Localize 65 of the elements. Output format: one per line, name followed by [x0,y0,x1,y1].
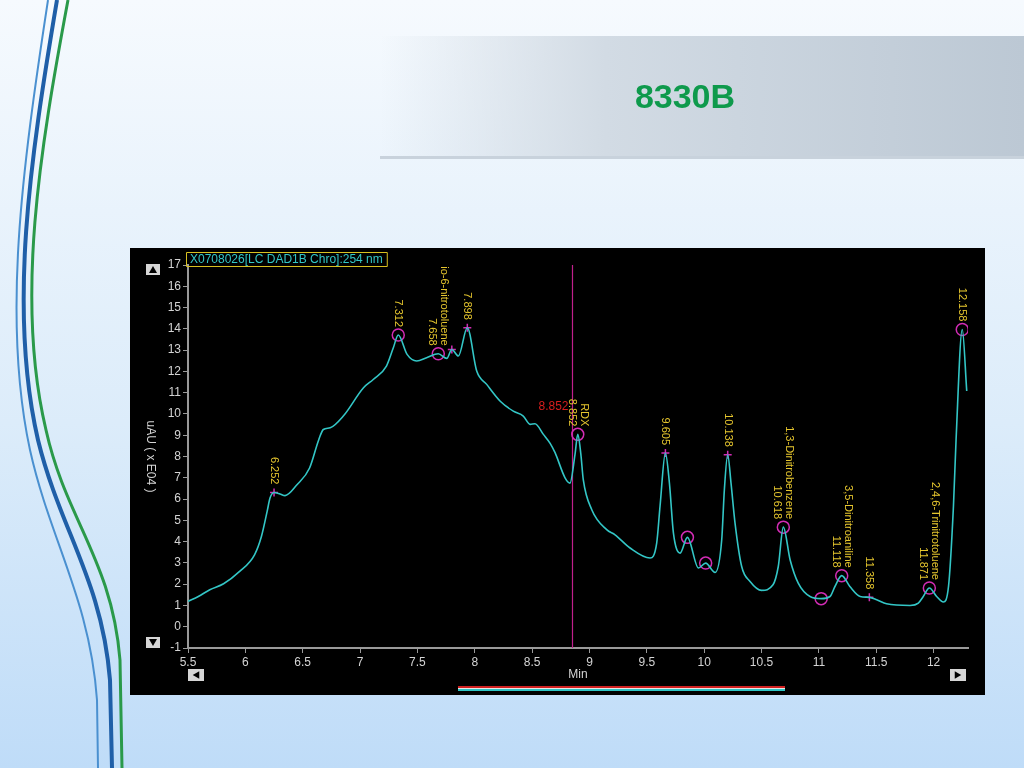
annotation: 1,3-Dinitrobenzene [784,426,797,520]
y-tick-label: 12 [167,363,182,378]
point [698,556,713,570]
annotation: 6.252 [269,456,281,485]
text: X0708026[LC DAD1B Chro]:254 nm [190,252,383,267]
annotation: 8.852 [566,398,579,427]
y-tick-label: 7 [174,470,182,485]
annotation: 11.358 [864,556,877,590]
annotation: 3,5-Dinitroaniline [842,485,855,568]
annotation: 2,4,6-Trinitrotoluene [930,481,943,580]
y-tick-label: 16 [167,278,182,293]
chart-title: 8330B [633,76,737,116]
point [955,322,968,337]
y-tick-label: 17 [167,257,182,272]
x-tick-label: 6 [242,654,250,669]
annotation: 11.871 [918,547,931,580]
point [922,581,937,595]
y-tick-label: 13 [167,342,182,357]
y-tick-label: 2 [174,576,182,591]
y-tick-label: 0 [174,619,182,634]
annotation: io-6-nitrotoluene [439,266,452,346]
y-tick-label: 8 [174,448,182,463]
y-axis-title: uAU ( x E04 ) [143,420,158,493]
y-tick-label: 10 [167,406,182,421]
y-tick-label: 14 [167,321,182,336]
x-tick-label: 7.5 [409,654,427,669]
annotation: 11.118 [830,535,843,568]
point [776,520,791,534]
x-tick-label: 10 [697,654,712,669]
point [571,427,585,442]
x-tick-label: 11 [812,654,826,669]
x-tick-label: 8.5 [523,654,541,669]
point [834,568,849,583]
annotation: 9.605 [660,417,673,446]
x-tick-label: 7 [356,654,364,669]
point [680,530,695,545]
x-tick-label: 9 [586,654,594,669]
annotation: 7.898 [462,292,475,320]
point [391,328,406,342]
y-tick-label: 1 [174,597,182,612]
y-tick-label: 9 [174,427,182,442]
x-tick-label: 9.5 [638,654,656,669]
x-tick-label: 6.5 [294,654,312,669]
y-tick-label: 4 [174,533,182,548]
y-tick-label: 5 [174,512,182,527]
annotation: 10.138 [722,413,735,447]
x-axis-title: Min [568,667,588,682]
x-tick-label: 8 [471,654,479,669]
annotation: RDX [578,403,591,428]
x-tick-label: 12 [926,654,941,669]
annotation: 7.312 [393,299,406,327]
ref-line-label: 8.852 [538,399,569,414]
annotation: 7.658 [427,318,440,346]
y-tick-label: 6 [174,491,182,506]
y-tick-label: 11 [168,384,182,399]
point [431,346,446,361]
x-tick-label: 10.5 [749,654,774,669]
y-tick-label: 15 [167,299,182,314]
annotation: 12.158 [957,287,970,322]
y-tick-label: -1 [170,640,182,655]
x-tick-label: 5.5 [179,654,197,669]
x-tick-label: 11.5 [865,654,888,669]
y-tick-label: 3 [174,555,182,570]
annotation: 10.618 [772,485,785,520]
point [814,591,828,606]
